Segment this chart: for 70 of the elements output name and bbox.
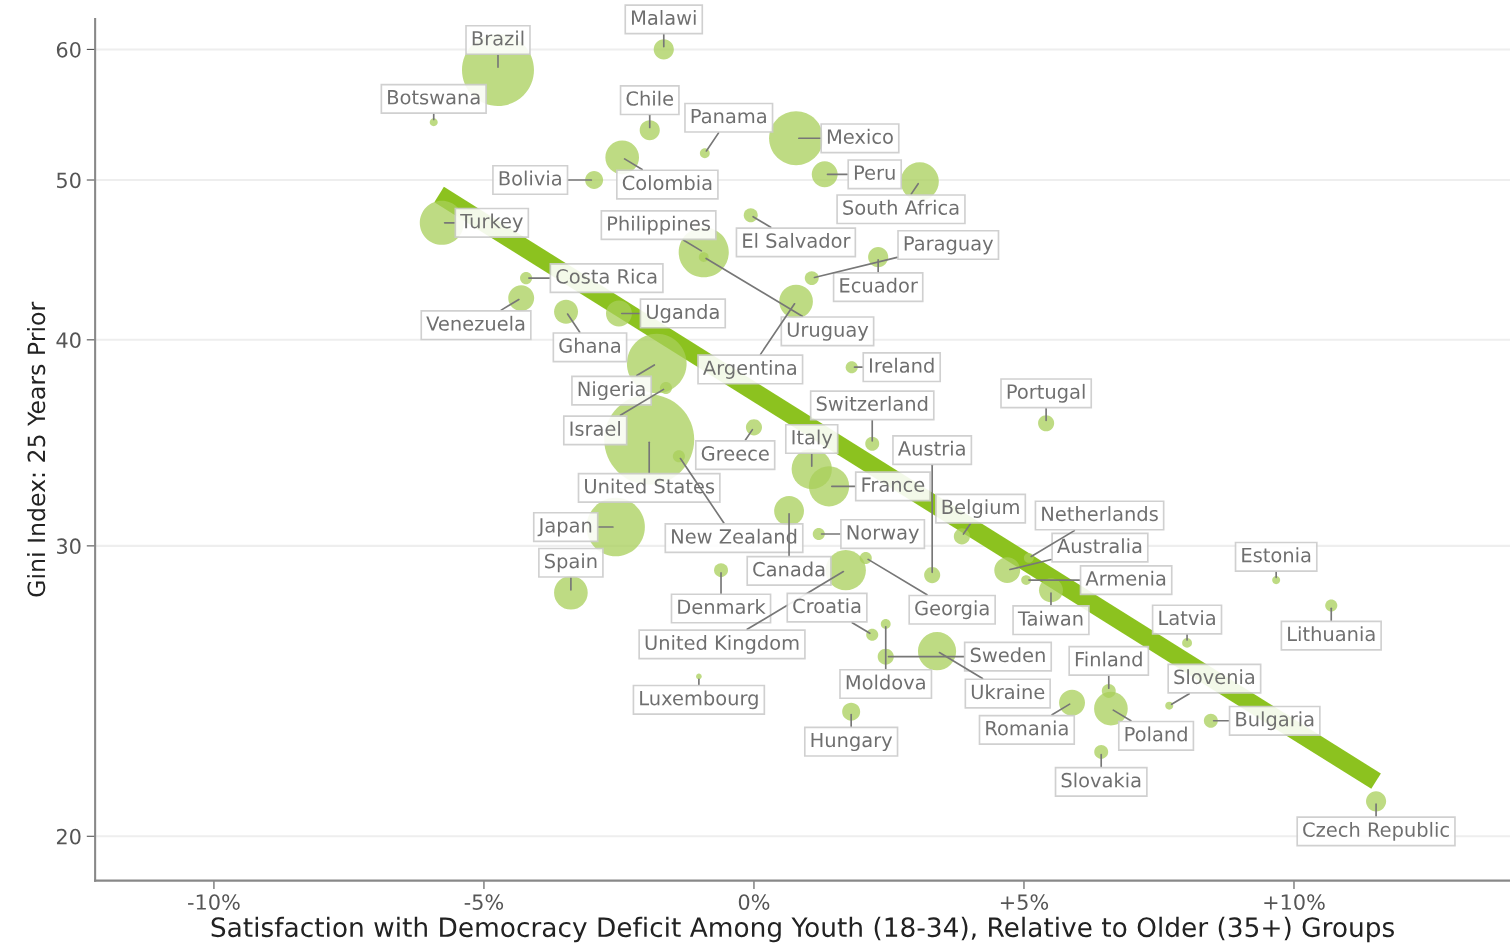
annotation: Portugal xyxy=(1007,383,1085,403)
annotation: Japan xyxy=(537,518,592,537)
annotation: Slovenia xyxy=(1174,669,1255,685)
annotation: Taiwan xyxy=(1017,610,1083,626)
annotation: France xyxy=(862,477,925,492)
annotation: Sweden xyxy=(970,647,1045,663)
annotation: Mexico xyxy=(827,128,893,144)
annotation: Brazil xyxy=(472,30,524,46)
annotation: Austria xyxy=(897,440,965,456)
annotation: Estonia xyxy=(1242,547,1311,563)
y-tick-label: 40 xyxy=(56,332,81,349)
annotation: Hungary xyxy=(811,732,893,752)
annotation: Ecuador xyxy=(840,277,918,293)
annotation: Georgia xyxy=(915,600,989,620)
annotation: Canada xyxy=(753,561,825,577)
y-tick-label: 60 xyxy=(56,41,81,58)
x-tick-label: -10% xyxy=(188,894,240,910)
annotation: Czech Republic xyxy=(1303,821,1449,841)
annotation: Ghana xyxy=(559,337,620,353)
annotation: Malawi xyxy=(632,10,696,26)
annotation: Netherlands xyxy=(1042,506,1158,522)
x-tick-label: -5% xyxy=(464,894,504,910)
y-tick-label: 20 xyxy=(56,828,81,845)
annotation: Chile xyxy=(626,90,674,106)
annotation: Slovakia xyxy=(1061,772,1141,788)
annotation: Panama xyxy=(691,108,766,124)
annotation: Botswana xyxy=(388,90,480,105)
annotation: Costa Rica xyxy=(556,268,657,284)
annotation: El Salvador xyxy=(743,232,851,248)
annotation: Peru xyxy=(854,165,895,180)
annotation: Bolivia xyxy=(499,170,561,186)
y-tick-label: 50 xyxy=(57,172,81,189)
annotation: Israel xyxy=(570,420,620,437)
x-axis-title: Satisfaction with Democracy Deficit Among Youth (18-34), Relative to Older (35+) Groups xyxy=(211,916,1394,943)
annotation: Moldova xyxy=(846,674,925,690)
annotation: Colombia xyxy=(622,175,712,191)
x-tick-label: +5% xyxy=(1000,894,1049,910)
annotation: Belgium xyxy=(942,499,1019,518)
annotation: Croatia xyxy=(793,598,861,614)
annotation: Paraguay xyxy=(904,236,994,255)
annotation: Poland xyxy=(1125,726,1187,742)
annotation: Finland xyxy=(1075,651,1142,667)
annotation: Denmark xyxy=(678,599,766,615)
y-axis-title: Gini Index: 25 Years Prior xyxy=(27,301,46,597)
annotation: Armenia xyxy=(1085,570,1166,586)
annotation: Spain xyxy=(545,553,597,573)
annotation: Lithuania xyxy=(1288,626,1375,642)
annotation: Argentina xyxy=(703,360,796,379)
annotation: Venezuela xyxy=(426,315,525,331)
annotation: Latvia xyxy=(1159,610,1215,626)
annotation: Turkey xyxy=(460,213,523,233)
annotation: Ukraine xyxy=(971,684,1045,700)
annotation: Ireland xyxy=(869,357,934,373)
annotation: Bulgaria xyxy=(1236,711,1314,731)
annotation: Philippines xyxy=(608,215,710,235)
annotation: Switzerland xyxy=(816,395,928,412)
x-tick-label: +10% xyxy=(1264,894,1325,910)
annotation: Romania xyxy=(986,720,1068,736)
annotation: Norway xyxy=(847,525,919,544)
annotation: Luxembourg xyxy=(640,690,758,710)
y-tick-label: 30 xyxy=(57,538,81,555)
annotation: Greece xyxy=(701,446,769,461)
annotation: Uruguay xyxy=(787,322,869,341)
annotation: Nigeria xyxy=(578,381,645,401)
annotation: Uganda xyxy=(647,304,719,323)
annotation: Australia xyxy=(1057,538,1142,554)
annotation: United Kingdom xyxy=(645,634,799,654)
x-tick-label: 0% xyxy=(738,894,770,910)
annotation: Italy xyxy=(792,429,833,449)
annotation: South Africa xyxy=(843,199,959,215)
